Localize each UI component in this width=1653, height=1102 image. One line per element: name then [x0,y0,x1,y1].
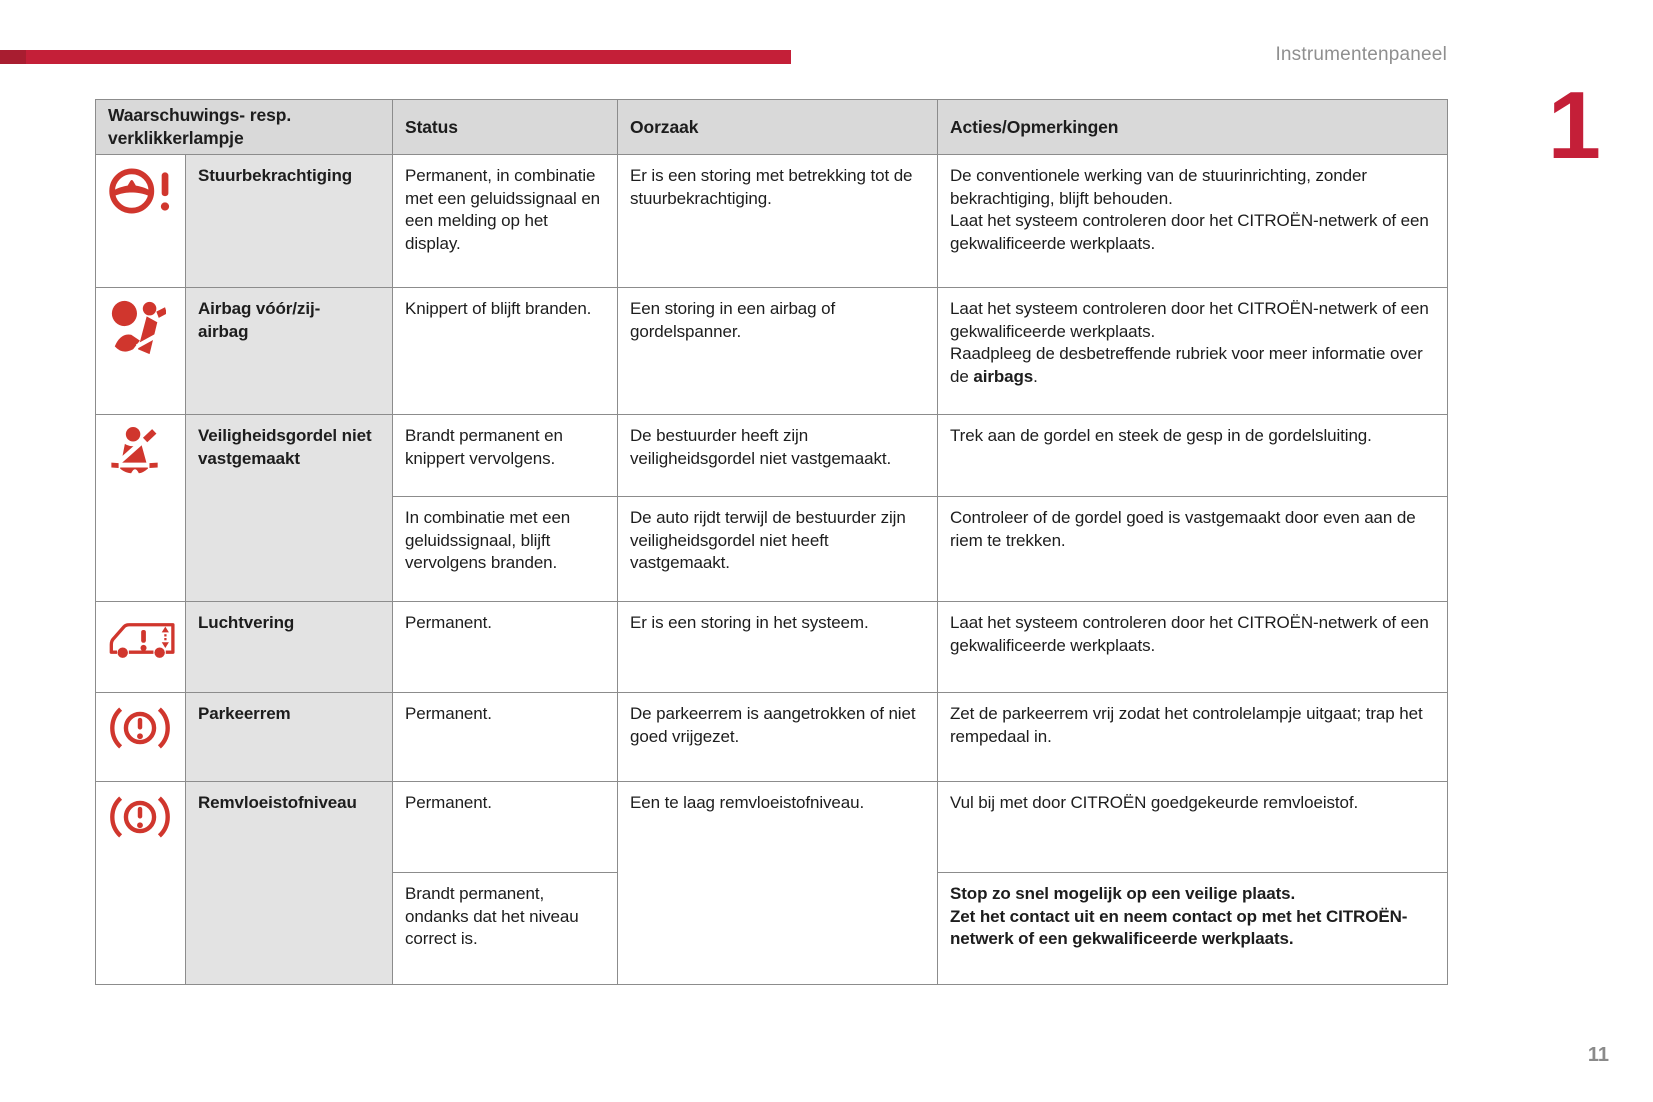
table-row: Veiligheidsgordel niet vastgemaakt Brand… [95,414,1448,603]
status-cell: Permanent. [392,781,618,874]
air-suspension-warning-icon [108,612,180,664]
actions-cell: Trek aan de gordel en steek de gesp in d… [937,414,1448,498]
status-cell: Permanent. [392,601,618,694]
status-cell: Brandt permanent en knippert vervolgens. [392,414,618,498]
icon-cell [95,287,186,416]
header-lamp: Waarschuwings- resp. verklikkerlampje [95,98,393,156]
table-header-row: Waarschuwings- resp. verklikkerlampje St… [95,98,1448,156]
power-steering-warning-icon [108,165,172,217]
lamp-name-cell: Airbag vóór/zij- airbag [185,287,393,416]
lamp-name-cell: Luchtvering [185,601,393,694]
airbag-warning-icon [108,298,166,358]
actions-cell: Laat het systeem controleren door het CI… [937,601,1448,694]
actions-cell: Vul bij met door CITROËN goedgekeurde re… [937,781,1448,874]
icon-cell [95,601,186,694]
actions-text: Laat het systeem controleren door het CI… [950,299,1429,386]
cause-cell: Een te laag remvloeistofniveau. [617,781,938,986]
warning-lights-table: Waarschuwings- resp. verklikkerlampje St… [95,98,1448,986]
top-red-rule-cap [0,50,26,64]
header-actions: Acties/Opmerkingen [937,98,1448,156]
status-cell: Brandt permanent, ondanks dat het niveau… [392,872,618,986]
table-row: Airbag vóór/zij- airbag Knippert of blij… [95,287,1448,416]
lamp-name-cell: Remvloeistofniveau [185,781,393,986]
lamp-name-cell: Veiligheidsgordel niet vastgemaakt [185,414,393,603]
icon-cell [95,781,186,986]
running-header: Instrumentenpaneel [1275,44,1447,65]
status-cell: In combinatie met een geluidssignaal, bl… [392,496,618,603]
icon-cell [95,692,186,783]
status-cell: Permanent. [392,692,618,783]
actions-cell: Zet de parkeerrem vrij zodat het control… [937,692,1448,783]
table-row: Luchtvering Permanent. Er is een storing… [95,601,1448,694]
actions-cell: Stop zo snel mogelijk op een veilige pla… [937,872,1448,986]
actions-cell: Laat het systeem controleren door het CI… [937,287,1448,416]
header-cause: Oorzaak [617,98,938,156]
cause-cell: Een storing in een airbag of gordelspann… [617,287,938,416]
status-cell: Permanent, in combinatie met een geluids… [392,154,618,289]
cause-cell: De parkeerrem is aangetrokken of niet go… [617,692,938,783]
seatbelt-warning-icon [108,425,162,483]
status-cell: Knippert of blijft branden. [392,287,618,416]
header-status: Status [392,98,618,156]
actions-cell: Controleer of de gordel goed is vastgema… [937,496,1448,603]
top-red-rule [0,50,791,64]
icon-cell [95,154,186,289]
page-number: 11 [1587,1044,1609,1066]
lamp-name-cell: Parkeerrem [185,692,393,783]
brake-fluid-warning-icon [108,792,172,842]
lamp-name-cell: Stuurbekrachtiging [185,154,393,289]
actions-cell: De conventionele werking van de stuurinr… [937,154,1448,289]
table-row: Parkeerrem Permanent. De parkeerrem is a… [95,692,1448,783]
chapter-number: 1 [1547,72,1601,179]
icon-cell [95,414,186,603]
table-row: Stuurbekrachtiging Permanent, in combina… [95,154,1448,289]
cause-cell: De bestuurder heeft zijn veiligheidsgord… [617,414,938,498]
parking-brake-warning-icon [108,703,172,753]
table-row: Remvloeistofniveau Permanent. Een te laa… [95,781,1448,986]
cause-cell: Er is een storing in het systeem. [617,601,938,694]
cause-cell: Er is een storing met betrekking tot de … [617,154,938,289]
table-row: Brandt permanent, ondanks dat het niveau… [96,872,1448,986]
cause-cell: De auto rijdt terwijl de bestuurder zijn… [617,496,938,603]
